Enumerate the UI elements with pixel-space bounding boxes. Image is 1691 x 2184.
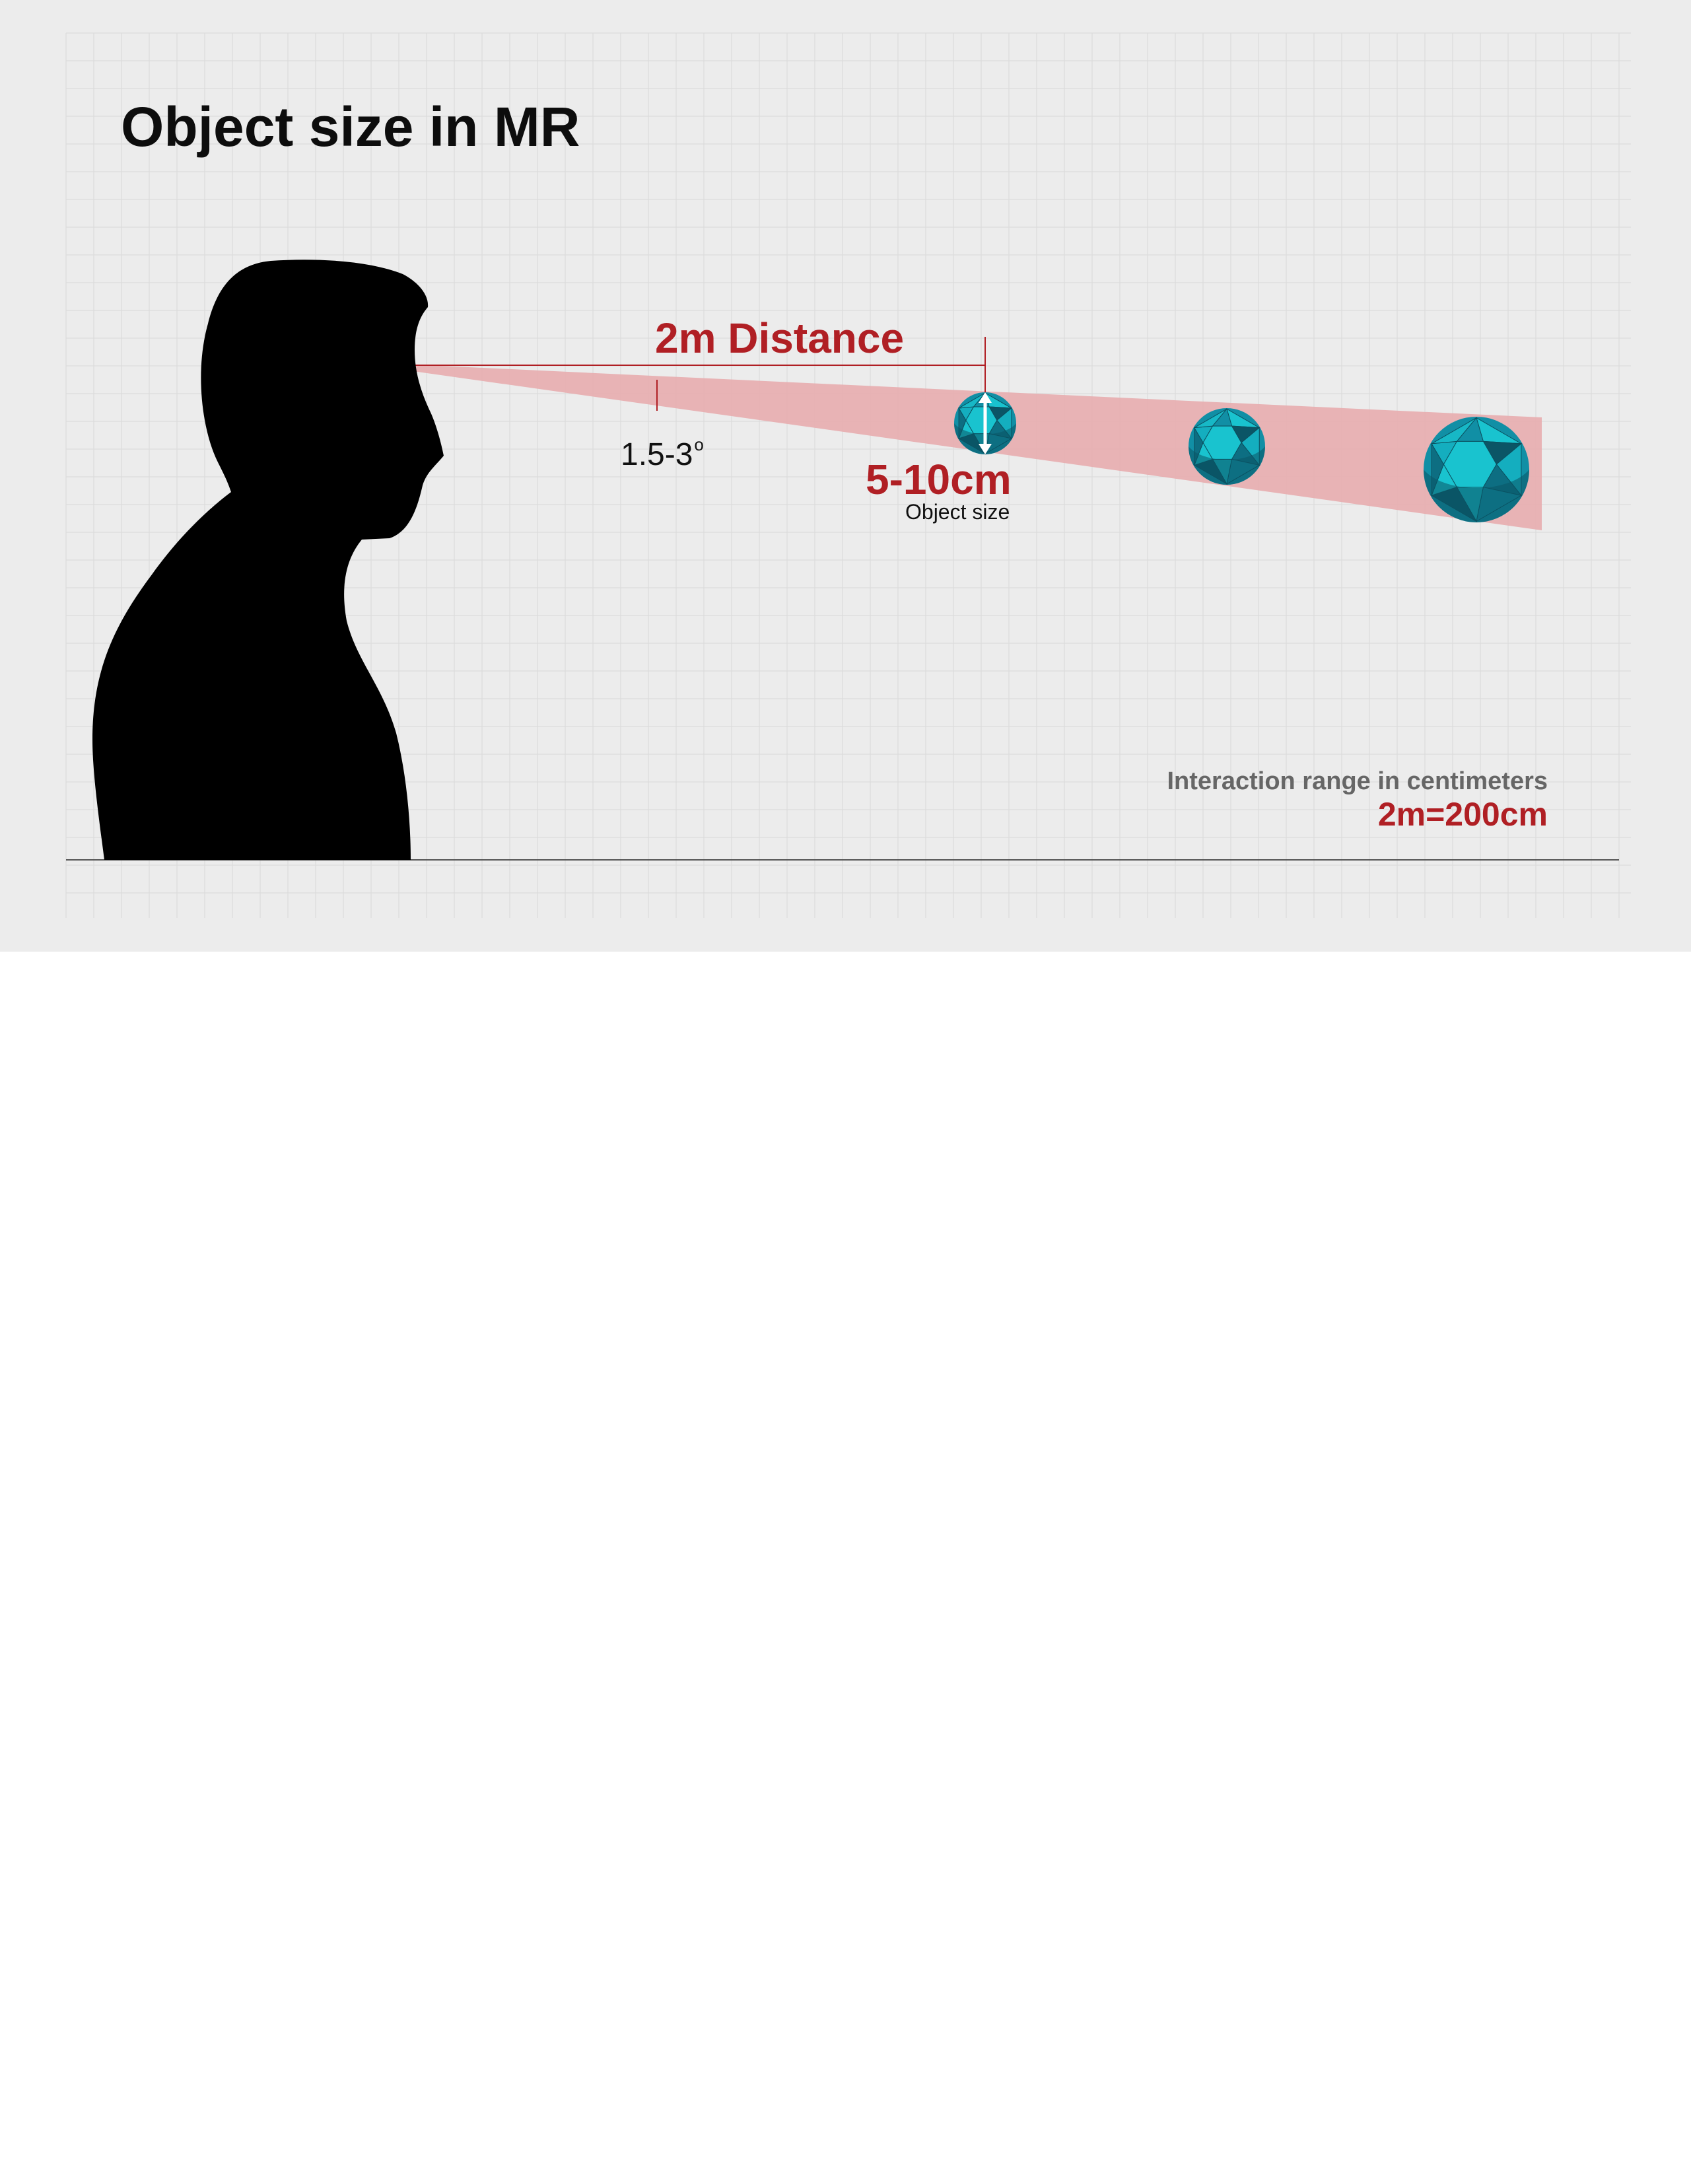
- diagram-panel: Object size in MR 2m Distance 1.5-3o 5-1…: [0, 0, 1691, 952]
- angle-value: 1.5-3: [621, 437, 693, 472]
- object-size-caption: Object size: [905, 500, 1010, 524]
- distance-label: 2m Distance: [655, 314, 905, 362]
- diagram-canvas: [65, 32, 1631, 918]
- range-conversion: 2m=200cm: [1377, 796, 1548, 833]
- page-title: Object size in MR: [121, 96, 580, 158]
- sphere-medium-icon: [1189, 408, 1265, 485]
- double-headed-arrow-icon: [979, 392, 992, 454]
- range-label: Interaction range in centimeters: [1167, 767, 1548, 795]
- angle-unit: o: [694, 435, 704, 454]
- angle-label: 1.5-3o: [621, 436, 704, 471]
- sphere-large-icon: [1424, 417, 1529, 522]
- object-size-value: 5-10cm: [866, 456, 1012, 503]
- person-silhouette: [92, 260, 444, 860]
